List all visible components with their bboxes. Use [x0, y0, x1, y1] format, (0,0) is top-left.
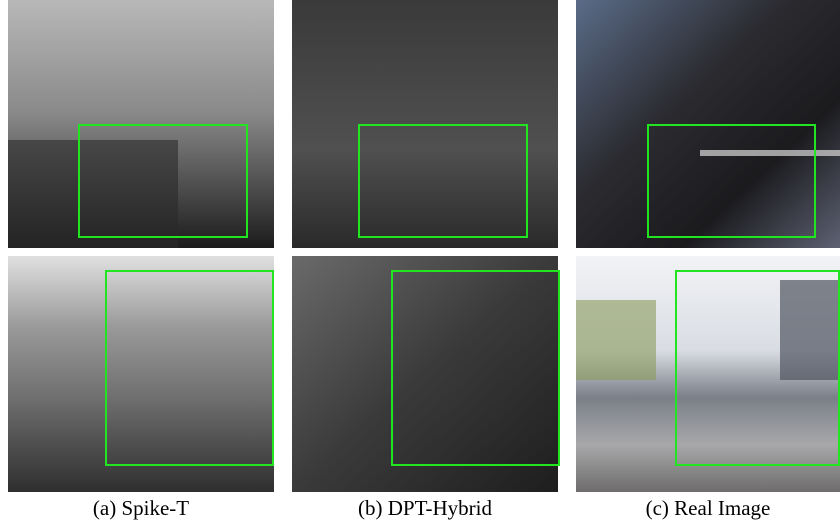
image-detail [576, 300, 656, 380]
image-detail [8, 140, 178, 248]
image-detail [700, 150, 840, 156]
page: (a) Spike-T (b) DPT-Hybrid (c) Real Imag… [0, 0, 840, 523]
image-detail [780, 280, 840, 380]
image-spike-t-2 [8, 256, 274, 492]
image-dpt-2 [292, 256, 558, 492]
caption: (a) Spike-T [93, 496, 189, 520]
figure: (a) Spike-T (b) DPT-Hybrid (c) Real Imag… [0, 0, 840, 523]
caption: (c) Real Image [646, 496, 771, 520]
caption: (b) DPT-Hybrid [358, 496, 492, 520]
